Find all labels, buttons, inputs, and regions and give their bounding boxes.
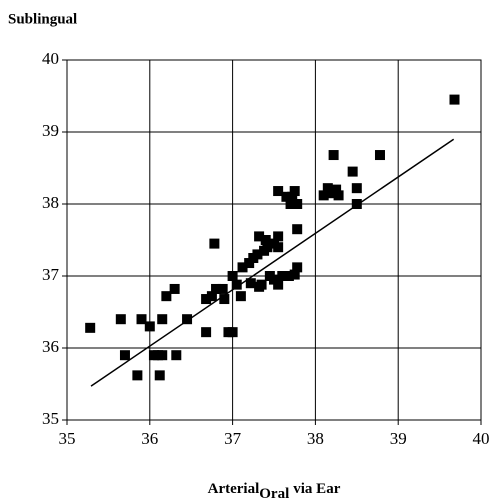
point bbox=[292, 224, 303, 235]
point bbox=[262, 242, 273, 253]
point bbox=[169, 283, 180, 294]
point bbox=[256, 279, 267, 290]
y-tick-label: 35 bbox=[42, 409, 59, 428]
point bbox=[136, 314, 147, 325]
x-tick-label: 36 bbox=[141, 429, 158, 448]
point bbox=[347, 166, 358, 177]
y-tick-label: 36 bbox=[42, 337, 59, 356]
x-axis-label-subscript: Oral bbox=[259, 486, 289, 502]
point bbox=[292, 199, 303, 209]
point bbox=[351, 183, 362, 194]
x-tick-label: 35 bbox=[59, 429, 76, 448]
x-tick-label: 38 bbox=[307, 429, 324, 448]
point bbox=[283, 271, 294, 281]
point bbox=[211, 283, 222, 294]
point bbox=[157, 350, 168, 361]
point bbox=[206, 291, 217, 302]
point bbox=[237, 262, 248, 273]
point bbox=[217, 283, 228, 294]
point bbox=[115, 314, 126, 325]
point bbox=[244, 258, 255, 269]
point bbox=[331, 184, 342, 195]
point bbox=[351, 199, 362, 209]
point bbox=[182, 314, 193, 325]
point bbox=[154, 370, 165, 381]
point bbox=[227, 271, 238, 281]
point bbox=[231, 279, 242, 290]
x-tick-label: 39 bbox=[390, 429, 407, 448]
point bbox=[119, 350, 130, 361]
point bbox=[161, 291, 172, 302]
y-tick-label: 38 bbox=[42, 193, 59, 212]
point bbox=[273, 231, 284, 242]
point bbox=[281, 191, 292, 202]
point bbox=[277, 271, 288, 281]
y-tick-label: 40 bbox=[42, 49, 59, 68]
chart-title: Sublingual bbox=[8, 11, 77, 27]
point bbox=[209, 238, 220, 249]
x-axis-label-main: Arterial bbox=[208, 481, 260, 497]
point bbox=[201, 294, 212, 305]
point bbox=[219, 294, 230, 305]
point bbox=[285, 199, 296, 209]
point bbox=[260, 235, 271, 245]
point bbox=[252, 249, 263, 260]
point bbox=[333, 190, 344, 201]
point bbox=[85, 322, 96, 333]
point bbox=[318, 190, 329, 201]
plot-border bbox=[66, 59, 482, 421]
point bbox=[201, 327, 212, 338]
point bbox=[171, 350, 182, 361]
point bbox=[289, 269, 300, 280]
point bbox=[289, 186, 300, 197]
point bbox=[287, 191, 298, 202]
x-axis-label-rest: via Ear bbox=[293, 481, 340, 497]
point bbox=[254, 231, 265, 242]
y-tick-label: 39 bbox=[42, 121, 59, 140]
point bbox=[132, 370, 143, 381]
point bbox=[322, 183, 333, 194]
point bbox=[273, 186, 284, 197]
x-tick-label: 37 bbox=[224, 429, 242, 448]
point bbox=[144, 321, 155, 332]
point bbox=[292, 262, 303, 273]
point bbox=[449, 94, 460, 105]
point bbox=[273, 279, 284, 290]
y-tick-label: 37 bbox=[42, 265, 60, 284]
point bbox=[328, 150, 339, 161]
point bbox=[245, 278, 256, 289]
point bbox=[273, 242, 284, 253]
point bbox=[227, 327, 238, 338]
trend-line bbox=[90, 138, 455, 387]
point bbox=[269, 274, 279, 285]
point bbox=[235, 291, 246, 302]
point bbox=[157, 314, 168, 325]
x-tick-label: 40 bbox=[473, 429, 490, 448]
x-axis-label: ArterialOral via Ear bbox=[208, 481, 341, 502]
point bbox=[374, 150, 385, 161]
